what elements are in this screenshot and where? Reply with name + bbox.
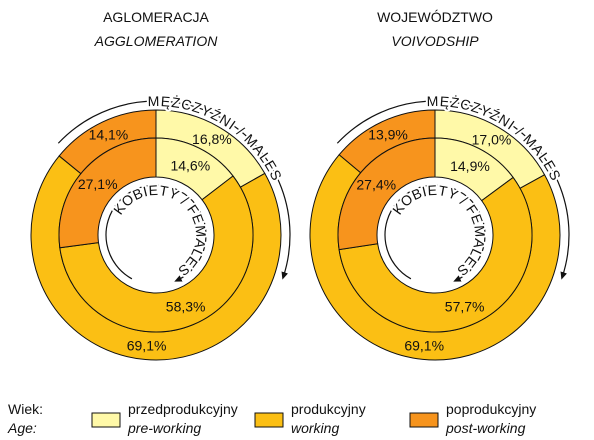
chart-title: AGLOMERACJA	[103, 9, 209, 25]
value-label: 69,1%	[127, 338, 167, 354]
arrow-arc	[384, 184, 486, 282]
legend-label-en: working	[291, 420, 339, 436]
arrow-arc	[105, 184, 207, 282]
value-label: 13,9%	[368, 126, 408, 142]
ring-label: KOBIETY / FEMALES	[110, 182, 209, 280]
legend-label-en: post-working	[445, 420, 526, 436]
arrow-arc	[336, 100, 570, 280]
pie-segment	[58, 137, 157, 249]
legend-label: poprodukcyjny	[446, 401, 536, 417]
legend-swatch	[91, 412, 121, 428]
ring-label: KOBIETY / FEMALES	[389, 182, 488, 280]
legend-title: Wiek:	[8, 401, 43, 417]
value-label: 27,4%	[356, 176, 396, 192]
value-label: 16,8%	[192, 131, 232, 147]
pie-segment	[59, 175, 254, 333]
value-label: 14,9%	[450, 158, 490, 174]
chart-subtitle: VOIVODSHIP	[391, 33, 479, 49]
legend-swatch	[254, 412, 284, 428]
value-label: 27,1%	[78, 176, 118, 192]
legend-label: przedprodukcyjny	[128, 401, 238, 417]
value-label: 57,7%	[445, 299, 485, 315]
legend-label: produkcyjny	[291, 401, 366, 417]
value-label: 69,1%	[404, 337, 444, 353]
chart-subtitle: AGGLOMERATION	[94, 33, 219, 49]
value-label: 58,3%	[166, 299, 206, 315]
ring-label-path: KOBIETY / FEMALES	[387, 180, 490, 282]
legend-label-en: pre-working	[127, 420, 201, 436]
chart-title: WOJEWÓDZTWO	[377, 9, 493, 25]
arrow-arc	[57, 100, 291, 280]
legend-swatch	[409, 412, 439, 428]
value-label: 14,6%	[170, 158, 210, 174]
pie-segment	[338, 176, 533, 333]
value-label: 14,1%	[89, 127, 129, 143]
ring-label-path: KOBIETY / FEMALES	[108, 180, 211, 282]
pie-segment	[337, 137, 436, 251]
value-label: 17,0%	[472, 131, 512, 147]
legend-title-en: Age:	[7, 420, 37, 436]
